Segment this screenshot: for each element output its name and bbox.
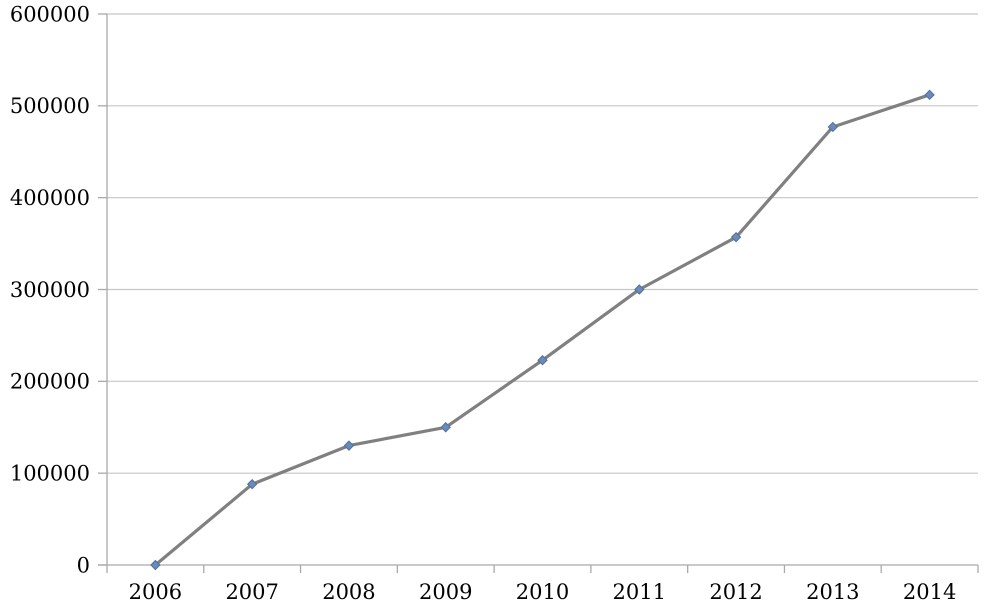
data-point-marker [924, 89, 935, 101]
x-axis-tick-label: 2011 [613, 580, 666, 604]
data-series [150, 89, 935, 571]
y-axis-tick-label: 300000 [10, 278, 90, 302]
data-point-marker [537, 355, 548, 366]
axis-tick-marks [98, 13, 979, 573]
x-axis-labels: 2006 2007 2008 2009 2010 2011 2012 2013 2014 [129, 580, 957, 604]
x-axis-tick-label: 2014 [903, 580, 956, 604]
data-point-marker [827, 121, 839, 133]
x-axis-tick-label: 2009 [419, 580, 472, 604]
y-axis-labels: 0 100000 200000 300000 400000 500000 600000 [10, 2, 90, 577]
series-line [153, 93, 932, 567]
y-axis-tick-label: 400000 [10, 186, 90, 210]
data-point-marker [634, 284, 645, 295]
y-axis-tick-label: 200000 [10, 370, 90, 394]
y-axis-tick-label: 600000 [10, 2, 90, 26]
x-axis-tick-label: 2007 [225, 580, 278, 604]
data-point-marker [440, 422, 451, 433]
data-point-marker [343, 440, 355, 451]
axes [98, 14, 978, 573]
data-point-marker [246, 478, 258, 490]
gridlines [107, 13, 978, 474]
y-axis-tick-label: 0 [77, 553, 90, 577]
x-axis-tick-label: 2013 [806, 580, 859, 604]
y-axis-tick-label: 500000 [10, 94, 90, 118]
y-axis-tick-label: 100000 [10, 462, 90, 486]
data-point-marker [150, 559, 161, 571]
x-axis-tick-label: 2008 [322, 580, 375, 604]
x-axis-tick-label: 2010 [516, 580, 569, 604]
data-point-marker [730, 231, 742, 243]
x-axis-tick-label: 2006 [129, 580, 182, 604]
x-axis-tick-label: 2012 [709, 580, 762, 604]
